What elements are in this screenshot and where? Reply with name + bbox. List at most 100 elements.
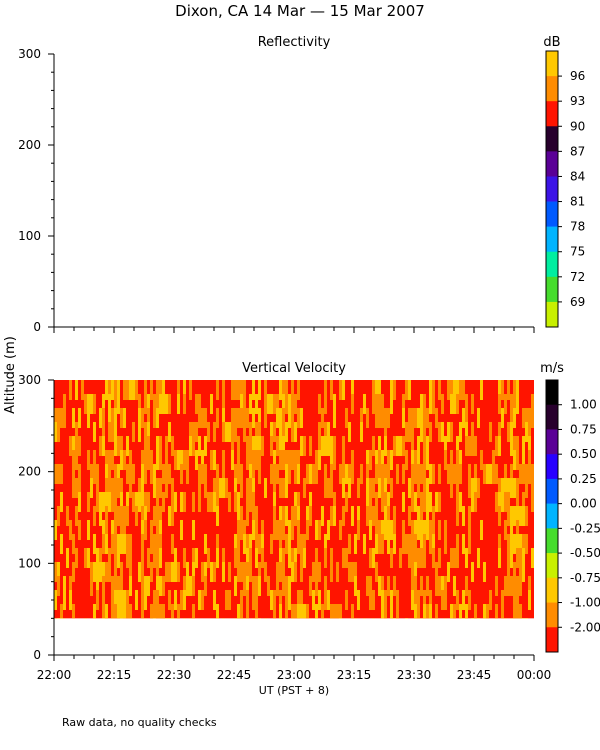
velocity-cell bbox=[75, 436, 78, 456]
velocity-cell bbox=[363, 394, 366, 414]
velocity-cell bbox=[291, 506, 294, 526]
velocity-cell bbox=[447, 422, 450, 442]
velocity-cell bbox=[348, 534, 351, 554]
velocity-cell bbox=[126, 464, 129, 484]
velocity-cell bbox=[468, 520, 471, 540]
velocity-cell bbox=[309, 492, 312, 512]
velocity-cell bbox=[342, 548, 345, 568]
velocity-cell bbox=[429, 590, 432, 610]
velocity-cell bbox=[423, 590, 426, 610]
velocity-cell bbox=[369, 520, 372, 540]
colorbar-swatch bbox=[546, 429, 558, 455]
velocity-cell bbox=[465, 408, 468, 428]
velocity-cell bbox=[282, 408, 285, 428]
velocity-cell bbox=[72, 534, 75, 554]
velocity-cell bbox=[246, 436, 249, 456]
velocity-cell bbox=[393, 436, 396, 456]
velocity-cell bbox=[330, 450, 333, 470]
velocity-cell bbox=[522, 506, 525, 526]
velocity-cell bbox=[513, 478, 516, 498]
velocity-cell bbox=[402, 534, 405, 554]
velocity-cell bbox=[294, 604, 297, 619]
velocity-cell bbox=[141, 534, 144, 554]
velocity-cell bbox=[507, 576, 510, 596]
velocity-cell bbox=[138, 422, 141, 442]
velocity-cell bbox=[342, 506, 345, 526]
velocity-cell bbox=[117, 534, 120, 554]
velocity-cell bbox=[159, 394, 162, 414]
velocity-cell bbox=[141, 478, 144, 498]
velocity-cell bbox=[90, 478, 93, 498]
velocity-cell bbox=[378, 380, 381, 400]
velocity-cell bbox=[450, 394, 453, 414]
velocity-cell bbox=[54, 464, 57, 484]
velocity-cell bbox=[258, 436, 261, 456]
velocity-cell bbox=[132, 380, 135, 400]
velocity-cell bbox=[501, 604, 504, 619]
velocity-cell bbox=[108, 408, 111, 428]
velocity-cell bbox=[318, 590, 321, 610]
velocity-cell bbox=[525, 506, 528, 526]
velocity-cell bbox=[96, 590, 99, 610]
velocity-cell bbox=[411, 422, 414, 442]
velocity-cell bbox=[378, 408, 381, 428]
velocity-cell bbox=[258, 408, 261, 428]
velocity-cell bbox=[495, 604, 498, 619]
velocity-cell bbox=[405, 534, 408, 554]
velocity-cell bbox=[264, 394, 267, 414]
velocity-cell bbox=[483, 464, 486, 484]
velocity-cell bbox=[408, 506, 411, 526]
velocity-cell bbox=[120, 450, 123, 470]
velocity-cell bbox=[177, 394, 180, 414]
velocity-cell bbox=[129, 450, 132, 470]
velocity-cell bbox=[501, 408, 504, 428]
velocity-cell bbox=[513, 604, 516, 619]
velocity-cell bbox=[261, 534, 264, 554]
velocity-cell bbox=[519, 506, 522, 526]
x-axis-label: UT (PST + 8) bbox=[259, 684, 329, 697]
velocity-cell bbox=[423, 520, 426, 540]
velocity-cell bbox=[318, 520, 321, 540]
velocity-cell bbox=[159, 478, 162, 498]
velocity-cell bbox=[447, 562, 450, 582]
colorbar-swatch bbox=[546, 404, 558, 430]
velocity-cell bbox=[216, 506, 219, 526]
velocity-cell bbox=[324, 422, 327, 442]
velocity-cell bbox=[246, 604, 249, 619]
velocity-cell bbox=[513, 534, 516, 554]
velocity-cell bbox=[306, 520, 309, 540]
velocity-cell bbox=[165, 562, 168, 582]
velocity-cell bbox=[174, 548, 177, 568]
velocity-cell bbox=[282, 422, 285, 442]
velocity-cell bbox=[414, 562, 417, 582]
velocity-cell bbox=[255, 450, 258, 470]
velocity-cell bbox=[513, 394, 516, 414]
velocity-cell bbox=[135, 506, 138, 526]
velocity-cell bbox=[72, 450, 75, 470]
velocity-cell bbox=[117, 478, 120, 498]
velocity-cell bbox=[237, 450, 240, 470]
velocity-cell bbox=[147, 394, 150, 414]
velocity-cell bbox=[273, 520, 276, 540]
velocity-cell bbox=[264, 562, 267, 582]
velocity-cell bbox=[141, 520, 144, 540]
velocity-cell bbox=[432, 506, 435, 526]
reflectivity-colorbar: 96 93 90 87 84 81 78 75 72 69 bbox=[545, 50, 585, 328]
velocity-cell bbox=[204, 534, 207, 554]
velocity-cell bbox=[294, 394, 297, 414]
velocity-cell bbox=[339, 520, 342, 540]
velocity-cell bbox=[438, 520, 441, 540]
velocity-cell bbox=[468, 534, 471, 554]
velocity-cell bbox=[510, 506, 513, 526]
velocity-cell bbox=[297, 520, 300, 540]
velocity-cell bbox=[330, 506, 333, 526]
velocity-cell bbox=[510, 394, 513, 414]
velocity-cell bbox=[255, 506, 258, 526]
velocity-cell bbox=[252, 436, 255, 456]
velocity-cell bbox=[366, 478, 369, 498]
y-tick-label: 300 bbox=[18, 373, 41, 387]
velocity-cell bbox=[426, 492, 429, 512]
velocity-cell bbox=[129, 380, 132, 400]
velocity-cell bbox=[231, 380, 234, 400]
velocity-cell bbox=[390, 590, 393, 610]
